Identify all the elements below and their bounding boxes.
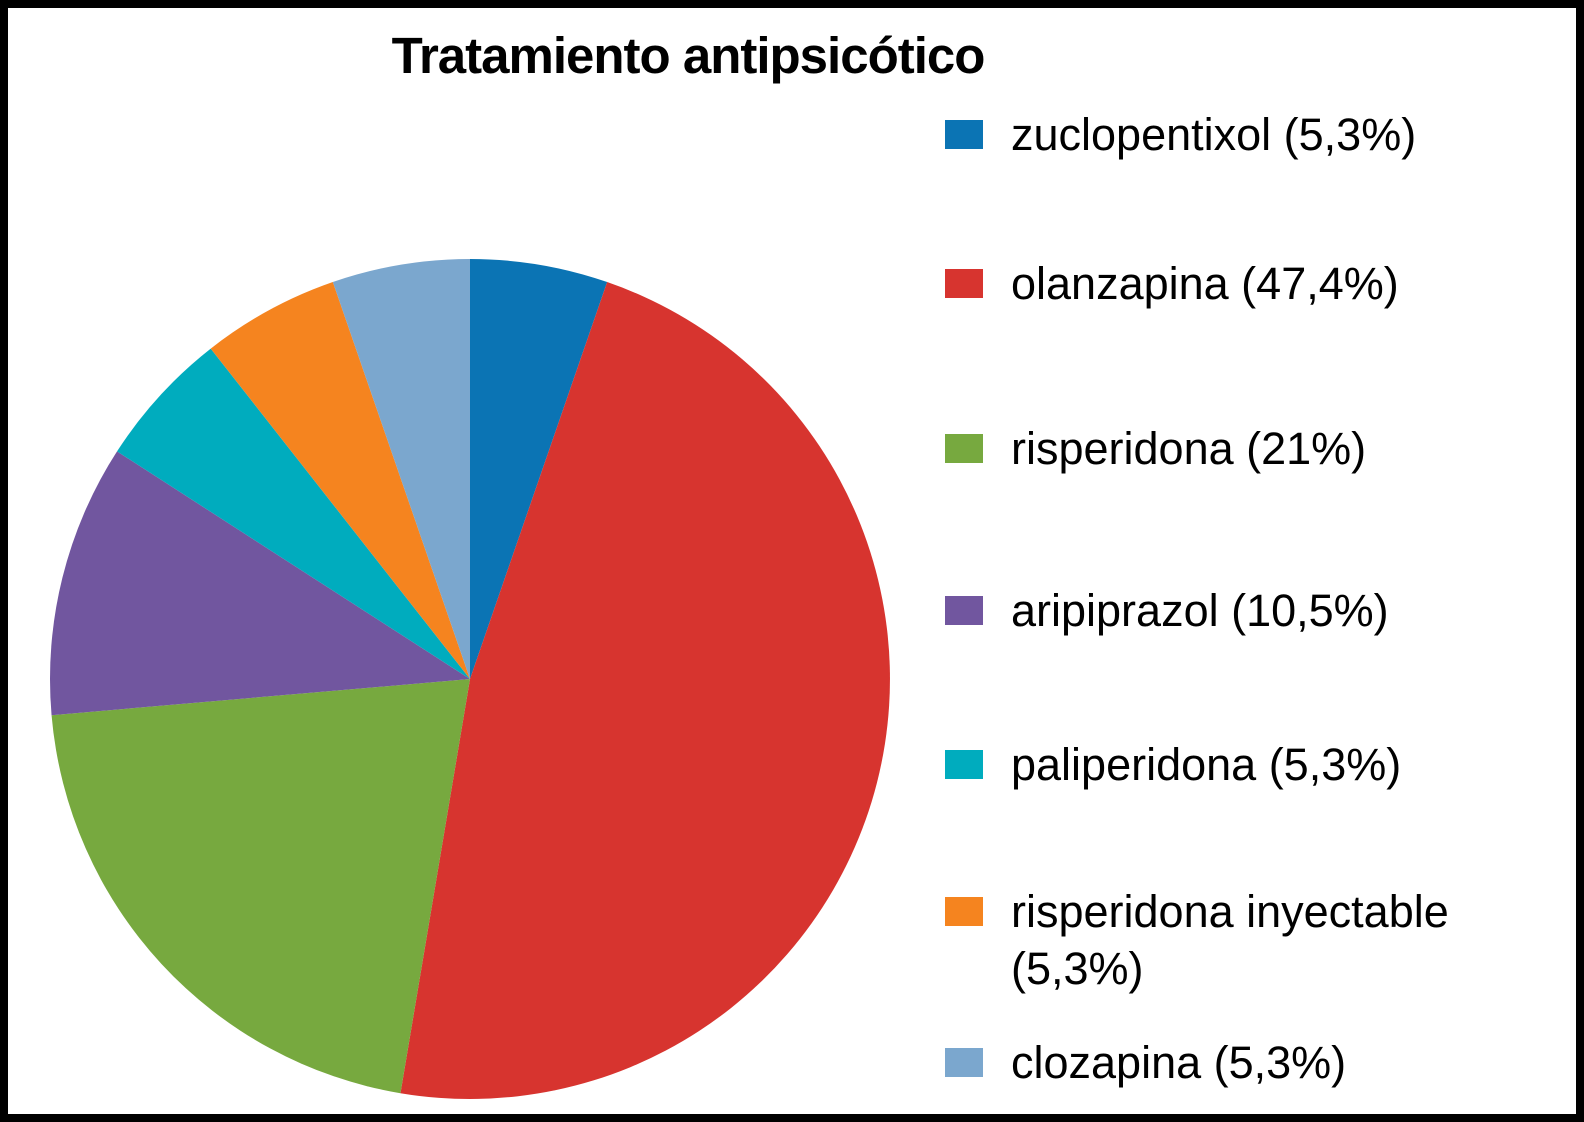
legend-swatch-icon (945, 434, 983, 463)
pie-slice-zuclopentixol (470, 259, 608, 679)
pie-slice-risperidona (51, 679, 471, 1094)
legend-label: risperidona (21%) (1011, 423, 1367, 474)
pie-chart-svg (49, 259, 890, 1099)
legend-item-risperidona-inyectable: risperidona inyectable (5,3%) (945, 883, 1557, 997)
pie-slice-risperidona-inyectable (210, 282, 470, 679)
legend-label: olanzapina (47,4%) (1011, 258, 1399, 309)
legend-label: aripiprazol (10,5%) (1011, 585, 1389, 636)
legend-item-aripiprazol: aripiprazol (10,5%) (945, 582, 1557, 639)
pie-slice-aripiprazol (49, 451, 470, 716)
legend-label: clozapina (5,3%) (1011, 1037, 1347, 1088)
pie-slice-olanzapina (400, 282, 890, 1099)
legend-swatch-icon (945, 596, 983, 625)
legend-swatch-icon (945, 269, 983, 298)
pie-slice-paliperidona (117, 348, 470, 679)
pie-slice-clozapina (332, 259, 470, 679)
legend-label: risperidona inyectable (5,3%) (1011, 886, 1449, 994)
pie-chart (38, 247, 902, 1111)
legend-item-zuclopentixol: zuclopentixol (5,3%) (945, 106, 1557, 163)
legend-label: paliperidona (5,3%) (1011, 739, 1402, 790)
legend-item-olanzapina: olanzapina (47,4%) (945, 255, 1557, 312)
legend-swatch-icon (945, 750, 983, 779)
legend-label: zuclopentixol (5,3%) (1011, 109, 1417, 160)
legend-swatch-icon (945, 897, 983, 926)
legend-item-clozapina: clozapina (5,3%) (945, 1034, 1557, 1091)
legend-swatch-icon (945, 120, 983, 149)
legend-item-risperidona: risperidona (21%) (945, 420, 1557, 477)
legend-swatch-icon (945, 1048, 983, 1077)
chart-title: Tratamiento antipsicótico (391, 27, 986, 84)
legend-item-paliperidona: paliperidona (5,3%) (945, 736, 1557, 793)
chart-legend: zuclopentixol (5,3%) olanzapina (47,4%) ri… (945, 8, 1565, 1114)
